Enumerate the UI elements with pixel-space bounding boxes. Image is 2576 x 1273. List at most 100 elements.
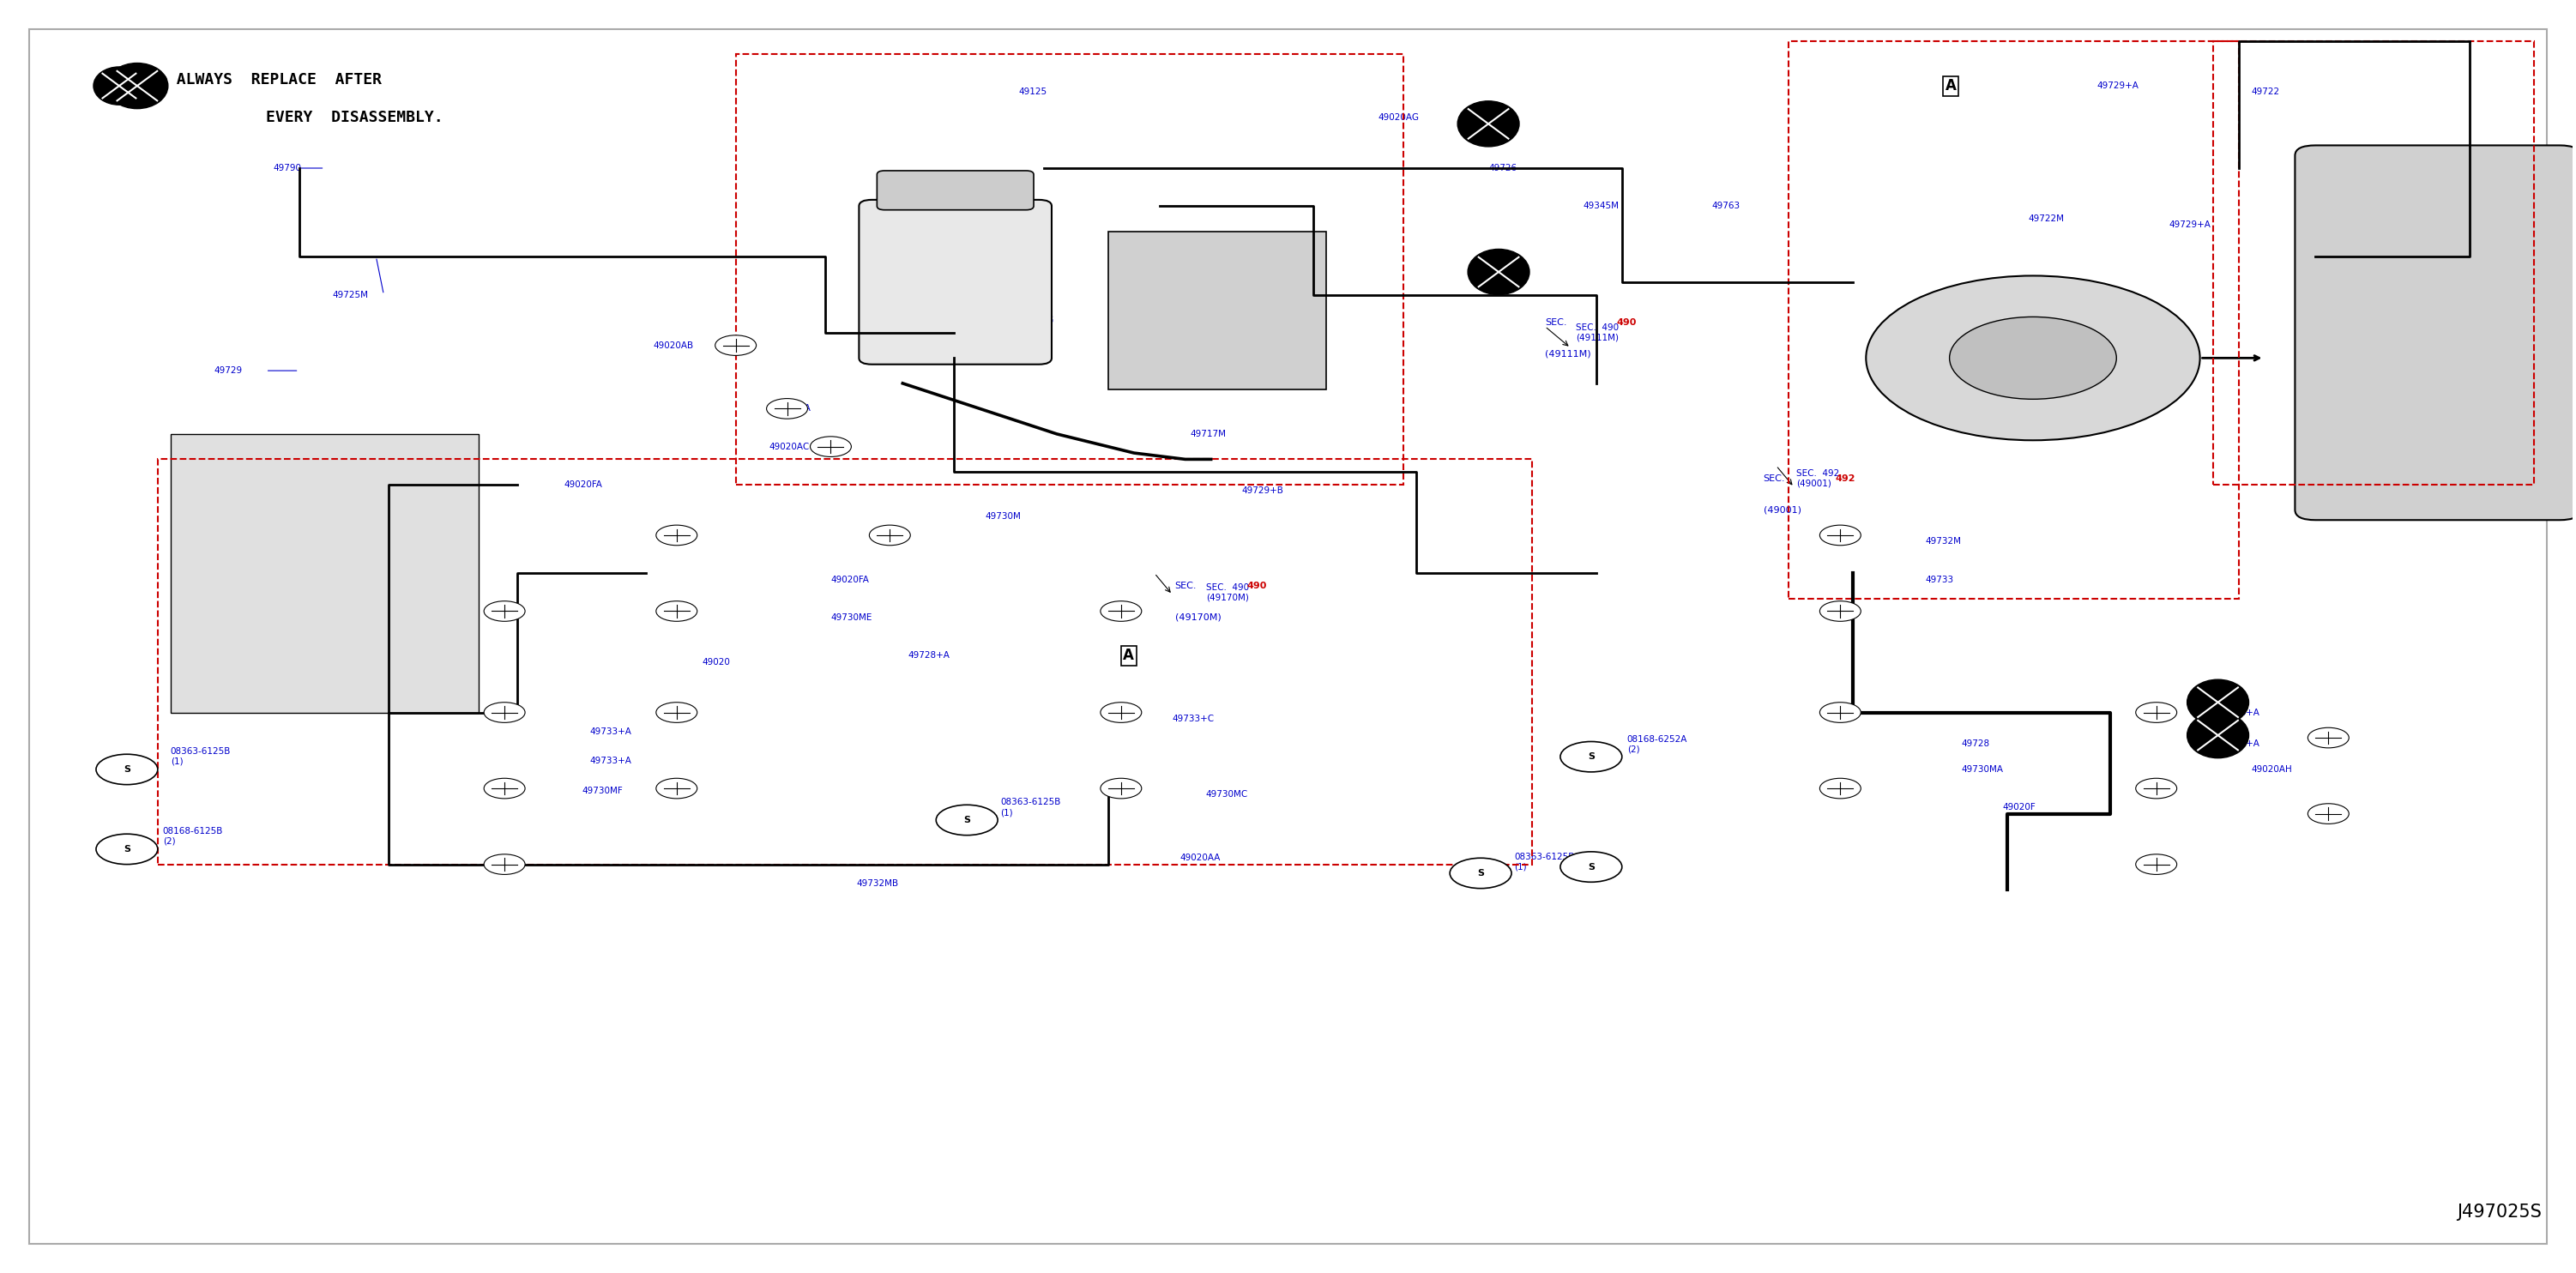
Text: 49020AA: 49020AA: [1180, 854, 1221, 862]
Text: 49345M: 49345M: [1584, 202, 1620, 210]
Circle shape: [811, 437, 850, 457]
Text: 49729+B: 49729+B: [1242, 486, 1283, 495]
Text: 49730MC: 49730MC: [1206, 791, 1247, 799]
Text: ⊗ ALWAYS  REPLACE  AFTER: ⊗ ALWAYS REPLACE AFTER: [157, 71, 381, 88]
Text: 49733+C: 49733+C: [1172, 714, 1213, 723]
Text: 49729+A: 49729+A: [770, 405, 811, 412]
Circle shape: [2136, 778, 2177, 798]
Text: 49125: 49125: [1018, 88, 1046, 97]
Text: 49733+A: 49733+A: [590, 727, 631, 736]
Text: 49020FA: 49020FA: [564, 480, 603, 489]
Text: 49733+B: 49733+B: [343, 667, 384, 676]
Circle shape: [1819, 601, 1860, 621]
Circle shape: [1819, 778, 1860, 798]
Circle shape: [1561, 742, 1623, 771]
Text: 08168-6162A
(1): 08168-6162A (1): [2362, 336, 2421, 355]
Text: 49730MD: 49730MD: [435, 524, 479, 533]
Text: 08363-6125B
(1): 08363-6125B (1): [170, 747, 232, 766]
Text: 49730MA: 49730MA: [1960, 765, 2004, 774]
Text: 49181M: 49181M: [914, 227, 951, 236]
Ellipse shape: [2187, 713, 2249, 757]
Text: 49730MB: 49730MB: [2311, 164, 2352, 172]
Circle shape: [2136, 703, 2177, 723]
Circle shape: [1100, 601, 1141, 621]
Text: SEC.: SEC.: [1762, 474, 1785, 482]
Text: 49020AB: 49020AB: [654, 341, 693, 350]
Circle shape: [1450, 858, 1512, 889]
Ellipse shape: [1468, 250, 1530, 295]
Text: 49125G: 49125G: [1018, 316, 1054, 325]
Circle shape: [95, 754, 157, 784]
Bar: [737, 55, 1404, 485]
Text: 490: 490: [1247, 582, 1267, 591]
Circle shape: [484, 703, 526, 723]
Text: 49790: 49790: [273, 164, 301, 172]
Text: 49729: 49729: [214, 367, 242, 376]
Circle shape: [1950, 317, 2117, 400]
Text: 49732M: 49732M: [1924, 537, 1960, 546]
Circle shape: [484, 778, 526, 798]
Text: SEC.: SEC.: [1175, 582, 1198, 591]
Bar: [2213, 42, 2535, 485]
Ellipse shape: [93, 67, 144, 104]
Text: 49730MF: 49730MF: [582, 787, 623, 796]
Text: 49730M: 49730M: [984, 512, 1020, 521]
Circle shape: [484, 854, 526, 875]
Circle shape: [1819, 703, 1860, 723]
Text: S: S: [124, 765, 131, 774]
Text: 49733: 49733: [1924, 575, 1953, 584]
Text: 49717M: 49717M: [1190, 430, 1226, 438]
Text: SEC.: SEC.: [1546, 318, 1566, 327]
Text: A: A: [1123, 648, 1133, 663]
Text: 49726+A: 49726+A: [2218, 740, 2259, 749]
Text: 49763: 49763: [1713, 202, 1741, 210]
Ellipse shape: [2187, 680, 2249, 726]
Text: 08363-6125B
(1): 08363-6125B (1): [1515, 853, 1574, 871]
Text: J497025S: J497025S: [2458, 1204, 2543, 1221]
Text: 49722: 49722: [2251, 88, 2280, 97]
Circle shape: [657, 703, 698, 723]
Bar: [1108, 232, 1327, 390]
Text: 49728+A: 49728+A: [907, 652, 951, 659]
Text: EVERY  DISASSEMBLY.: EVERY DISASSEMBLY.: [265, 109, 443, 125]
Circle shape: [95, 834, 157, 864]
Ellipse shape: [106, 64, 167, 108]
Text: SEC.  492
(49001): SEC. 492 (49001): [1795, 468, 1839, 488]
Text: 490: 490: [1618, 318, 1636, 327]
Text: 49732MB: 49732MB: [855, 880, 899, 887]
Text: 49728: 49728: [1960, 740, 1989, 749]
Text: A: A: [1945, 78, 1955, 94]
Text: 49729+A: 49729+A: [2169, 220, 2210, 229]
Text: 492: 492: [1834, 474, 1855, 482]
Circle shape: [768, 398, 809, 419]
Text: 08168-6252A
(2): 08168-6252A (2): [1628, 735, 1687, 754]
Circle shape: [657, 524, 698, 545]
Text: (49170M): (49170M): [1175, 614, 1221, 621]
Circle shape: [2136, 854, 2177, 875]
Text: 49733+A: 49733+A: [350, 635, 392, 643]
Text: 08363-6125B
(1): 08363-6125B (1): [999, 798, 1061, 817]
Circle shape: [1865, 276, 2200, 440]
Circle shape: [1100, 703, 1141, 723]
Circle shape: [716, 335, 757, 355]
Circle shape: [657, 601, 698, 621]
Bar: [157, 460, 1533, 864]
Text: S: S: [1587, 752, 1595, 761]
Text: 49725M: 49725M: [332, 290, 368, 299]
Text: 49729+A: 49729+A: [2097, 81, 2138, 90]
Text: 49726: 49726: [1489, 164, 1517, 172]
Text: 49733+A: 49733+A: [350, 601, 392, 610]
Text: 49726+A: 49726+A: [2218, 708, 2259, 717]
Text: 08168-6125B
(2): 08168-6125B (2): [162, 827, 224, 845]
Circle shape: [2308, 728, 2349, 749]
Text: (49111M): (49111M): [1546, 350, 1592, 359]
Text: 49020FA: 49020FA: [829, 575, 868, 584]
Text: S: S: [1476, 869, 1484, 877]
Text: 49722M: 49722M: [2027, 214, 2063, 223]
Text: SEC.  490
(49170M): SEC. 490 (49170M): [1206, 583, 1249, 601]
Text: S: S: [1587, 863, 1595, 871]
Circle shape: [868, 524, 909, 545]
Text: 49732MA: 49732MA: [402, 701, 443, 710]
Text: 49730ME: 49730ME: [829, 614, 873, 621]
Circle shape: [1100, 778, 1141, 798]
